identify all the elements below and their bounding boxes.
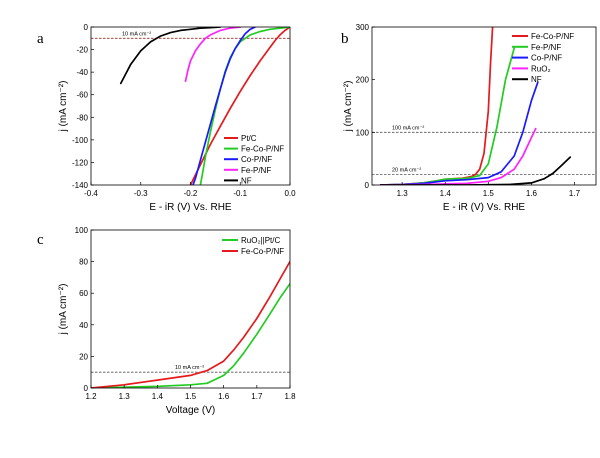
panel-b-ytick-label: 300	[356, 23, 370, 32]
panel-b-series-fe-p-nf	[379, 47, 516, 185]
panel-a-ytick-label: -20	[76, 46, 88, 55]
panel-a-series-co-p-nf	[192, 27, 257, 185]
panel-b-xtick-label: 1.7	[569, 189, 581, 198]
panel-a-ytick-label: -60	[76, 91, 88, 100]
panel-c-series-group	[91, 260, 290, 388]
panel-a-ytick-label: 0	[84, 23, 89, 32]
panel-c-legend: RuO₂||Pt/C Fe-Co-P/NF	[222, 236, 284, 256]
panel-a-series-group	[119, 27, 290, 185]
panel-b-legend-label-fe-co-p-nf: Fe-Co-P/NF	[531, 32, 574, 41]
panel-a-legend-label-pt-c: Pt/C	[241, 134, 257, 143]
panel-b-letter: b	[341, 31, 349, 47]
panel-a-ytick-label: -80	[76, 113, 88, 122]
panel-c-letter: c	[37, 232, 44, 248]
panel-b-ytick-label: 0	[365, 181, 370, 190]
panel-c-xtick-label: 1.6	[218, 392, 230, 401]
panel-a-ytick-label: -100	[72, 136, 89, 145]
panel-b-legend-label-ruo: RuO₂	[531, 64, 551, 73]
panel-a-refline-label-0: 10 mA cm⁻²	[122, 31, 151, 37]
panel-c-ytick-label: 20	[79, 352, 88, 361]
panel-c-y-axis-label: j (mA cm⁻²)	[58, 284, 69, 336]
panel-a-y-axis-label: j (mA cm⁻²)	[58, 81, 69, 133]
panel-a-x-axis-label: E - iR (V) Vs. RHE	[149, 202, 232, 213]
panel-b-refline-label-0: 100 mA cm⁻²	[392, 125, 424, 131]
panel-a-series-pt-c	[189, 27, 290, 185]
panel-c-refline-label-0: 10 mA cm⁻²	[175, 365, 204, 371]
panel-a-legend-label-fe-p-nf: Fe-P/NF	[241, 166, 271, 175]
panel-c-xtick-label: 1.3	[119, 392, 131, 401]
panel-c-ytick-label: 0	[84, 384, 89, 393]
panel-b-ytick-label: 100	[356, 128, 370, 137]
panel-a-xtick-label: -0.3	[134, 189, 148, 198]
panel-b-ytick-label: 200	[356, 76, 370, 85]
panel-b-xtick-label: 1.6	[526, 189, 538, 198]
panel-a-xtick-label: -0.4	[84, 189, 98, 198]
panel-a-xtick-label: -0.1	[233, 189, 247, 198]
panel-a-ytick-label: -140	[72, 181, 89, 190]
panel-c-ytick-label: 40	[79, 321, 88, 330]
panel-b-xtick-label: 1.3	[397, 189, 409, 198]
panel-c-series-fe-co-p-nf	[91, 260, 290, 388]
panel-a: a 10 mA cm⁻² -0.4 -0.3 -0.2 -0.1 0.0 -140 -120 -1…	[37, 23, 296, 213]
panel-a-legend-label-fe-co-p-nf: Fe-Co-P/NF	[241, 145, 284, 154]
panel-b-series-fe-co-p-nf	[379, 27, 494, 185]
panel-a-legend-label-nf: NF	[241, 176, 252, 185]
panel-b-xtick-label: 1.5	[483, 189, 495, 198]
panel-c: c 10 mA cm⁻² 1.2 1.3 1.4 1.5 1.6 1.7 1.8 0 20 40 60 8…	[37, 226, 296, 416]
panel-b-axes-frame	[371, 26, 597, 186]
panel-c-x-axis-label: Voltage (V)	[166, 405, 215, 416]
panel-b-legend-label-nf: NF	[531, 75, 542, 84]
panel-c-legend-label-fe-co-p-nf: Fe-Co-P/NF	[241, 247, 284, 256]
panel-b-legend-label-co-p-nf: Co-P/NF	[531, 54, 562, 63]
panel-a-ytick-label: -120	[72, 158, 89, 167]
panel-a-ytick-label: -40	[76, 68, 88, 77]
panel-b-y-axis-label: j (mA cm⁻²)	[343, 81, 354, 133]
panel-a-letter: a	[37, 31, 44, 47]
panel-a-series-fe-p-nf	[184, 27, 242, 83]
panel-b-refline-label-1: 20 mA cm⁻²	[392, 167, 421, 173]
panel-b-legend-label-fe-p-nf: Fe-P/NF	[531, 43, 561, 52]
panel-c-xtick-label: 1.5	[185, 392, 197, 401]
panel-c-series-ruo-pt-c	[91, 282, 290, 388]
panel-c-xtick-label: 1.8	[284, 392, 296, 401]
panel-a-xtick-label: -0.2	[184, 189, 198, 198]
panel-c-ytick-label: 60	[79, 289, 88, 298]
panel-c-xtick-label: 1.7	[251, 392, 263, 401]
panel-a-series-nf	[119, 27, 222, 85]
panel-c-xtick-label: 1.4	[152, 392, 164, 401]
panel-b-series-ruo	[379, 127, 537, 185]
panel-b: b 100 mA cm⁻² 20 mA cm⁻² 1.3 1.4 1.5 1.6 1.7 0 10…	[341, 23, 597, 213]
panel-c-xtick-label: 1.2	[85, 392, 97, 401]
panel-c-ytick-label: 100	[75, 226, 89, 235]
panel-b-x-axis-label: E - iR (V) Vs. RHE	[443, 202, 526, 213]
panel-c-ytick-label: 80	[79, 258, 88, 267]
panel-a-legend-label-co-p-nf: Co-P/NF	[241, 155, 272, 164]
panel-c-legend-label-ruo-pt-c: RuO₂||Pt/C	[241, 236, 280, 245]
panel-a-xtick-label: 0.0	[284, 189, 296, 198]
panel-b-xtick-label: 1.4	[440, 189, 452, 198]
